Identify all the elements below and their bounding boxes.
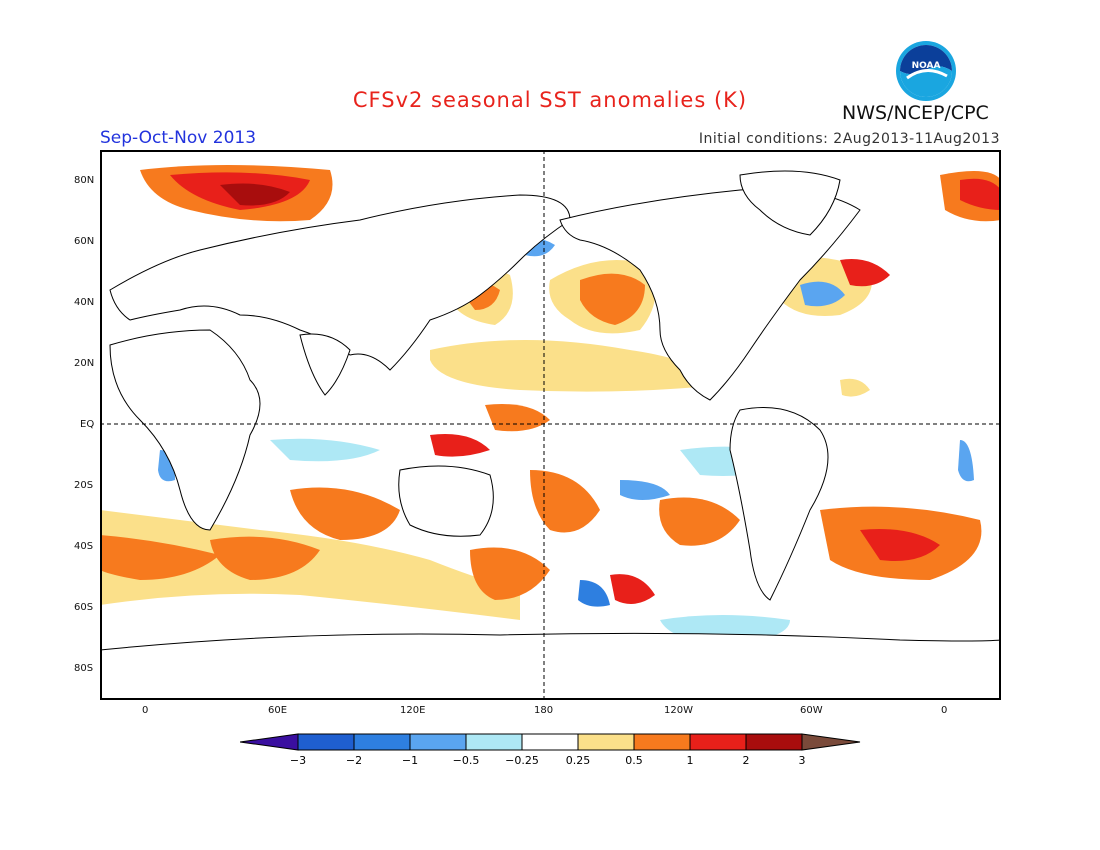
lat-label: 20N	[74, 358, 95, 369]
colorbar-tick-label: −1	[402, 754, 418, 767]
lat-label: 60S	[74, 602, 94, 613]
lat-label: 20S	[74, 480, 94, 491]
colorbar-swatch	[465, 733, 523, 751]
lon-label: 60E	[268, 705, 288, 716]
svg-text:NOAA: NOAA	[912, 61, 941, 71]
colorbar-swatch	[240, 733, 299, 751]
lon-label: 180	[534, 705, 554, 716]
agency-label: NWS/NCEP/CPC	[842, 102, 989, 124]
season-label: Sep-Oct-Nov 2013	[100, 128, 257, 148]
lat-label: 40N	[74, 297, 95, 308]
colorbar-swatch	[297, 733, 355, 751]
lon-label: 120W	[664, 705, 693, 716]
colorbar-tick-label: 1	[687, 754, 694, 767]
colorbar-tick-label: −3	[290, 754, 306, 767]
lat-label: 80S	[74, 663, 94, 674]
continent-outlines	[99, 170, 1002, 701]
initial-conditions-label: Initial conditions: 2Aug2013-11Aug2013	[698, 131, 1000, 147]
anomaly-field	[100, 165, 1001, 645]
sst-anomaly-map	[99, 150, 1002, 701]
colorbar-tick-label: −2	[346, 754, 362, 767]
colorbar-swatch	[353, 733, 411, 751]
colorbar-swatch	[745, 733, 803, 751]
lon-label: 120E	[400, 705, 426, 716]
colorbar-tick-label: 0.5	[625, 754, 643, 767]
colorbar-swatch	[409, 733, 467, 751]
colorbar-swatch	[801, 733, 861, 751]
colorbar-tick-label: −0.25	[505, 754, 539, 767]
lat-label: 40S	[74, 541, 94, 552]
lon-label: 0	[142, 705, 149, 716]
colorbar-swatch	[521, 733, 579, 751]
colorbar: −3 −2 −1 −0.5 −0.25 0.25 0.5 1 2 3	[240, 733, 861, 767]
lon-label: 0	[941, 705, 948, 716]
chart-title: CFSv2 seasonal SST anomalies (K)	[352, 88, 748, 112]
lat-label: 60N	[74, 236, 95, 247]
lat-label: EQ	[80, 419, 95, 430]
colorbar-tick-label: −0.5	[453, 754, 480, 767]
lat-label: 80N	[74, 175, 95, 186]
colorbar-swatch	[689, 733, 747, 751]
map-canvas	[99, 150, 1002, 701]
colorbar-swatch	[633, 733, 691, 751]
colorbar-tick-label: 2	[743, 754, 750, 767]
colorbar-tick-label: 0.25	[566, 754, 591, 767]
noaa-logo: NOAA	[896, 41, 956, 101]
colorbar-tick-label: 3	[799, 754, 806, 767]
lon-label: 60W	[800, 705, 823, 716]
map-frame	[100, 150, 1001, 700]
colorbar-swatch	[577, 733, 635, 751]
